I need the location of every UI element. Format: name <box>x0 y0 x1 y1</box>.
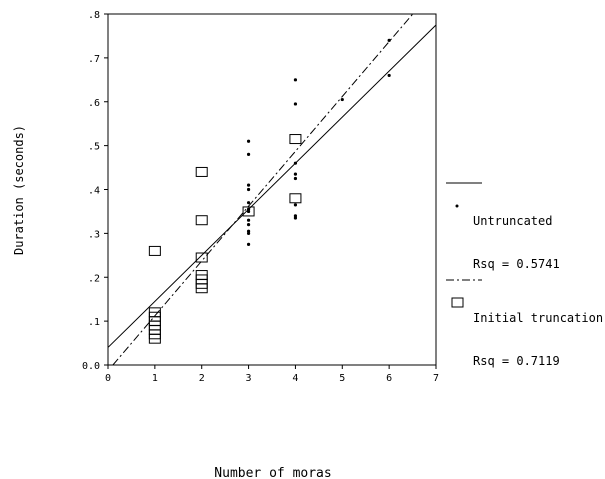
untruncated-point <box>246 231 251 235</box>
untruncated-point <box>293 172 298 176</box>
untruncated-point <box>340 97 344 102</box>
legend-untruncated-rsq: Rsq = 0.5741 <box>473 257 560 271</box>
x-tick-label: 7 <box>433 373 439 384</box>
x-tick-label: 0 <box>105 373 111 384</box>
legend-truncation-marker <box>451 297 464 308</box>
fit-line-initial-truncation <box>112 13 414 366</box>
y-tick-label: .7 <box>88 54 100 65</box>
untruncated-point <box>293 161 298 165</box>
y-tick-label: 0.0 <box>82 361 100 372</box>
untruncated-point <box>293 216 298 220</box>
initial-truncation-point <box>195 215 208 226</box>
data-points <box>148 38 391 344</box>
y-axis: 0.0 .1 .2 .3 .4 .5 .6 .7 .8 <box>82 10 108 372</box>
initial-truncation-point <box>289 134 302 145</box>
untruncated-point <box>246 242 251 246</box>
initial-truncation-point <box>289 193 302 204</box>
x-tick-label: 4 <box>292 373 298 384</box>
untruncated-point <box>387 73 391 78</box>
legend-truncation-rsq: Rsq = 0.7119 <box>473 354 560 368</box>
untruncated-point <box>293 176 298 181</box>
legend-untruncated-label: Untruncated <box>473 214 552 228</box>
untruncated-point <box>246 187 251 192</box>
x-axis: 0 1 2 3 4 5 6 7 <box>105 365 439 384</box>
y-tick-label: .6 <box>88 98 100 109</box>
fit-lines <box>107 13 437 366</box>
initial-truncation-point <box>148 245 161 256</box>
y-tick-label: .2 <box>88 273 100 284</box>
initial-truncation-point <box>195 252 208 263</box>
untruncated-point <box>246 207 251 211</box>
y-axis-label: Duration (seconds) <box>12 125 26 255</box>
x-tick-label: 3 <box>246 373 252 384</box>
x-axis-label: Number of moras <box>214 466 331 479</box>
y-tick-label: .4 <box>88 186 100 197</box>
untruncated-point <box>293 78 298 82</box>
untruncated-point <box>246 183 251 187</box>
x-tick-label: 6 <box>386 373 392 384</box>
untruncated-point <box>246 229 251 233</box>
untruncated-point <box>246 152 251 156</box>
untruncated-point <box>246 218 251 222</box>
y-tick-label: .3 <box>88 229 100 240</box>
initial-truncation-point <box>148 333 161 344</box>
untruncated-point <box>246 209 251 214</box>
legend-truncation-label: Initial truncation <box>473 311 603 325</box>
legend: Untruncated Rsq = 0.5741 Initial truncat… <box>446 182 603 368</box>
untruncated-point <box>293 102 298 106</box>
y-tick-label: .8 <box>88 10 100 21</box>
untruncated-point <box>293 203 298 207</box>
untruncated-point <box>246 223 251 227</box>
untruncated-point <box>387 38 391 42</box>
y-tick-label: .5 <box>88 142 100 153</box>
initial-truncation-point <box>195 166 208 177</box>
x-tick-label: 5 <box>339 373 345 384</box>
legend-untruncated-marker <box>455 204 459 208</box>
initial-truncation-point <box>195 283 208 294</box>
untruncated-point <box>246 139 251 143</box>
untruncated-point <box>246 201 251 205</box>
x-tick-label: 1 <box>152 373 158 384</box>
x-tick-label: 2 <box>199 373 205 384</box>
untruncated-point <box>293 214 298 218</box>
y-tick-label: .1 <box>88 317 100 328</box>
fit-line-untruncated <box>107 24 437 348</box>
initial-truncation-point <box>242 206 255 217</box>
